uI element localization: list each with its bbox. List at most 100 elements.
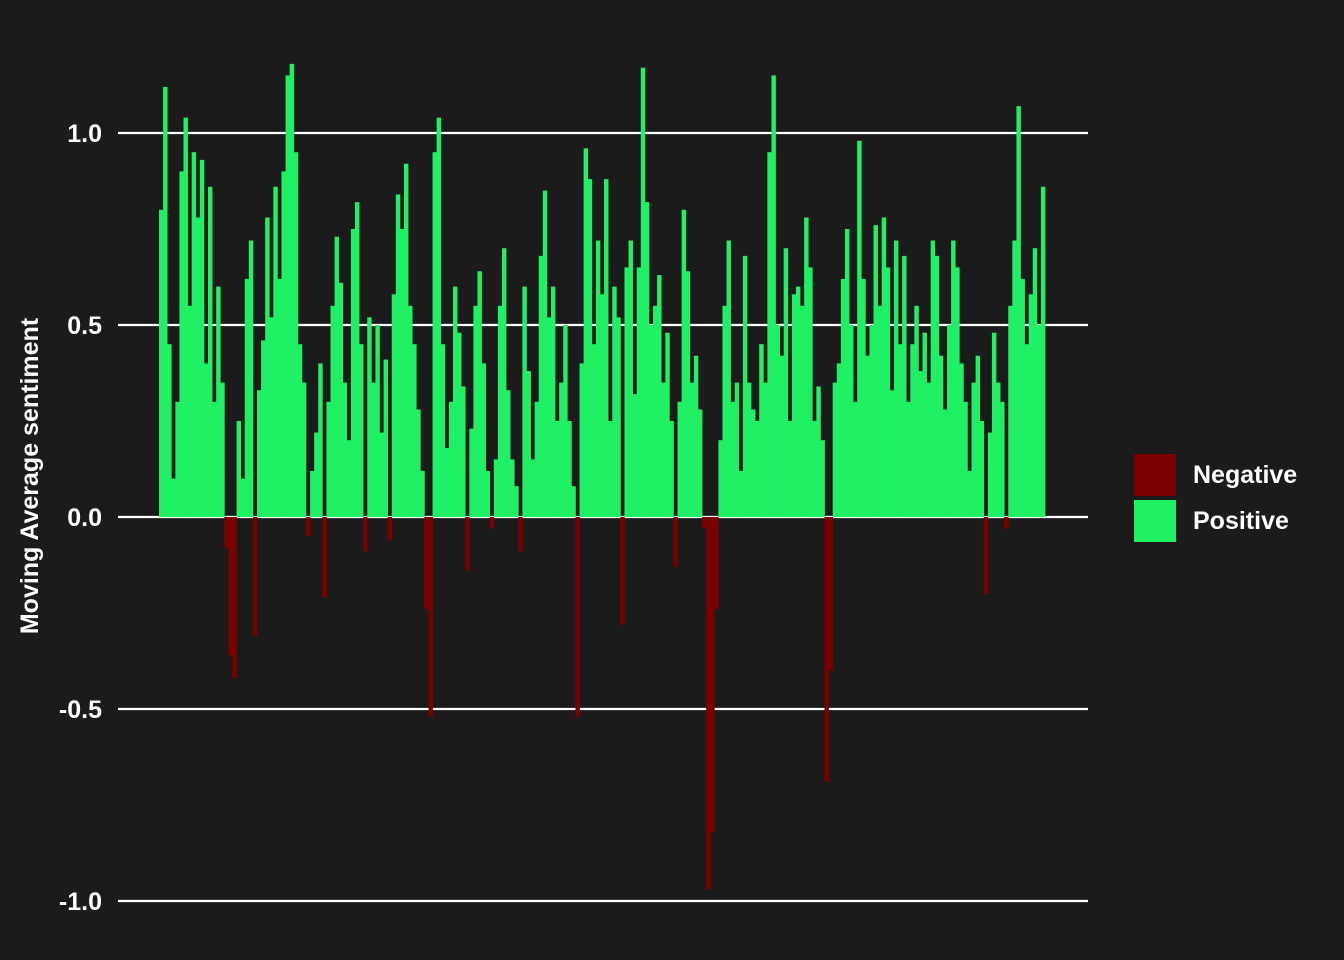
bar-positive: [1016, 106, 1021, 518]
legend-item-positive: Positive: [1134, 498, 1297, 544]
legend-label-negative: Negative: [1193, 460, 1298, 489]
bar-positive: [889, 390, 895, 517]
bar-positive: [885, 267, 891, 517]
y-axis-ticks: -1.0 -0.5 0.0 0.5 1.0: [59, 120, 102, 916]
bar-negative: [224, 517, 229, 548]
bar-positive: [934, 255, 940, 517]
bar-positive: [763, 382, 768, 517]
bar-negative: [1004, 517, 1009, 529]
bar-positive: [775, 325, 780, 517]
bar-positive: [1024, 344, 1030, 517]
bar-positive: [869, 325, 874, 517]
bar-positive: [648, 325, 654, 517]
bar-positive: [203, 363, 209, 517]
bar-positive: [395, 194, 401, 517]
legend-swatch-positive: [1134, 500, 1176, 542]
bar-positive: [567, 421, 572, 517]
bar-positive: [371, 382, 376, 517]
bar-positive: [314, 432, 319, 517]
bar-positive: [236, 421, 242, 517]
bar-positive: [893, 240, 899, 517]
bar-positive: [595, 240, 601, 517]
bar-positive: [171, 478, 176, 517]
bar-positive: [403, 163, 409, 517]
bar-positive: [485, 470, 491, 517]
bar-positive: [359, 344, 364, 517]
bar-positive: [816, 386, 821, 517]
bar-positive: [244, 278, 250, 517]
bar-positive: [510, 459, 515, 517]
bar-positive: [448, 401, 454, 517]
bar-positive: [167, 344, 172, 517]
bar-positive: [191, 152, 197, 517]
bar-positive: [481, 363, 486, 517]
legend-item-negative: Negative: [1134, 452, 1297, 498]
bar-negative: [983, 517, 989, 594]
bar-positive: [853, 401, 858, 517]
bar-negative: [363, 517, 368, 552]
bar-positive: [657, 275, 662, 517]
y-tick-label: -0.5: [59, 696, 102, 724]
bar-positive: [624, 267, 629, 517]
y-tick-label: -1.0: [59, 888, 102, 916]
bar-positive: [240, 478, 246, 517]
y-tick-label: 0.5: [67, 312, 102, 340]
bar-positive: [975, 355, 981, 517]
bar-positive: [1020, 278, 1025, 517]
bar-positive: [783, 248, 789, 517]
bar-positive: [440, 344, 446, 517]
y-tick-label: 0.0: [67, 504, 102, 532]
bar-positive: [497, 305, 503, 517]
bar-positive: [301, 382, 307, 517]
bar-positive: [269, 317, 274, 517]
bar-positive: [730, 401, 736, 517]
bar-positive: [979, 421, 985, 517]
bar-negative: [428, 517, 433, 717]
bar-positive: [293, 152, 299, 517]
bar-positive: [681, 209, 687, 518]
bar-positive: [734, 382, 740, 517]
bar-positive: [338, 282, 344, 517]
bar-positive: [399, 229, 405, 517]
bar-positive: [212, 401, 217, 517]
bar-positive: [559, 382, 564, 517]
bar-positive: [938, 355, 944, 517]
bar-positive: [526, 371, 531, 517]
bar-positive: [865, 355, 870, 517]
bar-negative: [489, 517, 495, 529]
bar-positive: [677, 401, 682, 517]
bar-positive: [273, 186, 278, 517]
bar-positive: [844, 229, 850, 517]
bar-positive: [416, 409, 421, 517]
bar-positive: [579, 363, 584, 517]
bar-positive: [616, 317, 621, 517]
bar-positive: [334, 236, 339, 517]
bar-positive: [408, 305, 413, 517]
bar-positive: [330, 305, 335, 517]
bar-positive: [967, 470, 972, 517]
legend: Negative Positive: [1134, 452, 1297, 544]
bar-positive: [693, 355, 699, 517]
bar-positive: [432, 152, 437, 517]
bar-positive: [281, 171, 286, 517]
bar-positive: [538, 255, 544, 517]
bar-positive: [179, 171, 184, 517]
bar-negative: [714, 517, 719, 610]
bar-positive: [220, 382, 225, 517]
bar-positive: [506, 390, 511, 517]
bar-positive: [608, 421, 613, 517]
bar-positive: [163, 86, 168, 518]
bar-positive: [857, 140, 862, 517]
bar-positive: [898, 344, 903, 517]
bar-positive: [832, 382, 838, 517]
bar-positive: [644, 202, 650, 517]
bar-positive: [791, 294, 797, 517]
bar-positive: [959, 363, 964, 517]
bar-positive: [991, 332, 997, 517]
bar-positive: [367, 317, 372, 517]
bar-positive: [1008, 305, 1013, 517]
bar-positive: [501, 248, 507, 517]
bar-positive: [914, 305, 919, 517]
bar-negative: [252, 517, 258, 637]
